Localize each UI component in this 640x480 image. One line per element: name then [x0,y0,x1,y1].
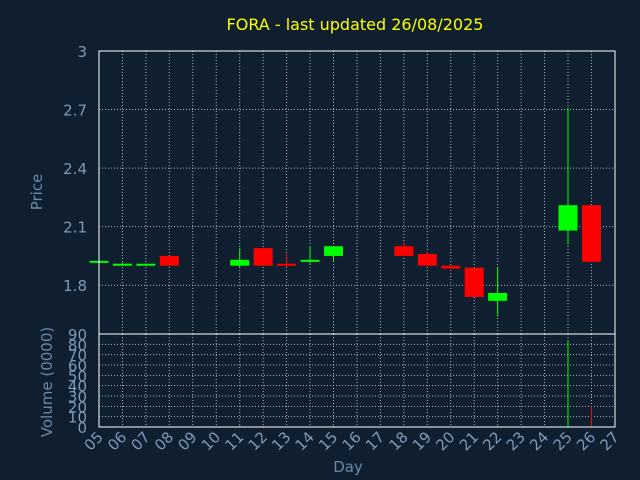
volume-tick-label: 10 [68,409,87,427]
price-grid [99,51,615,334]
price-axis-ticks: 3 2.7 2.4 2.1 1.8 [63,43,87,295]
candle-body [277,263,297,266]
volume-tick-label: 30 [68,388,87,406]
volume-tick-label: 60 [68,357,87,375]
candle-body [112,263,132,266]
price-axis-label: Price [28,174,46,211]
price-candles [89,107,601,317]
candle-body [324,246,343,256]
volume-tick-label: 80 [68,336,87,354]
volume-plot-frame [98,333,616,428]
volume-tick-label: 90 [68,326,87,344]
chart-title: FORA - last updated 26/08/2025 [227,15,484,34]
price-tick-label: 2.7 [63,102,87,120]
volume-tick-label: 40 [68,378,87,396]
candle-body [230,259,250,266]
x-axis-ticks: 0506070809101112131415161718192021222324… [81,428,623,454]
candle-body [300,259,320,262]
price-tick-label: 2.1 [63,219,87,237]
x-axis-label: Day [333,458,363,476]
price-tick-label: 3 [77,43,87,61]
price-tick-label: 2.4 [63,160,87,178]
volume-tick-label: 0 [77,419,87,437]
candle-body [253,248,273,266]
candle-body [417,253,437,266]
candle-body [581,205,601,262]
candle-body [488,293,508,301]
volume-tick-label: 70 [68,347,87,365]
candle-body [558,205,578,231]
volume-grid [99,334,615,427]
candle-body [464,267,484,297]
volume-axis-label: Volume (0000) [38,327,56,437]
volume-tick-label: 20 [68,398,87,416]
price-tick-label: 1.8 [63,277,87,295]
candle-body [136,263,156,266]
candle-body [159,255,179,266]
candle-body [394,246,414,256]
volume-tick-label: 50 [68,367,87,385]
candle-body [441,265,461,269]
